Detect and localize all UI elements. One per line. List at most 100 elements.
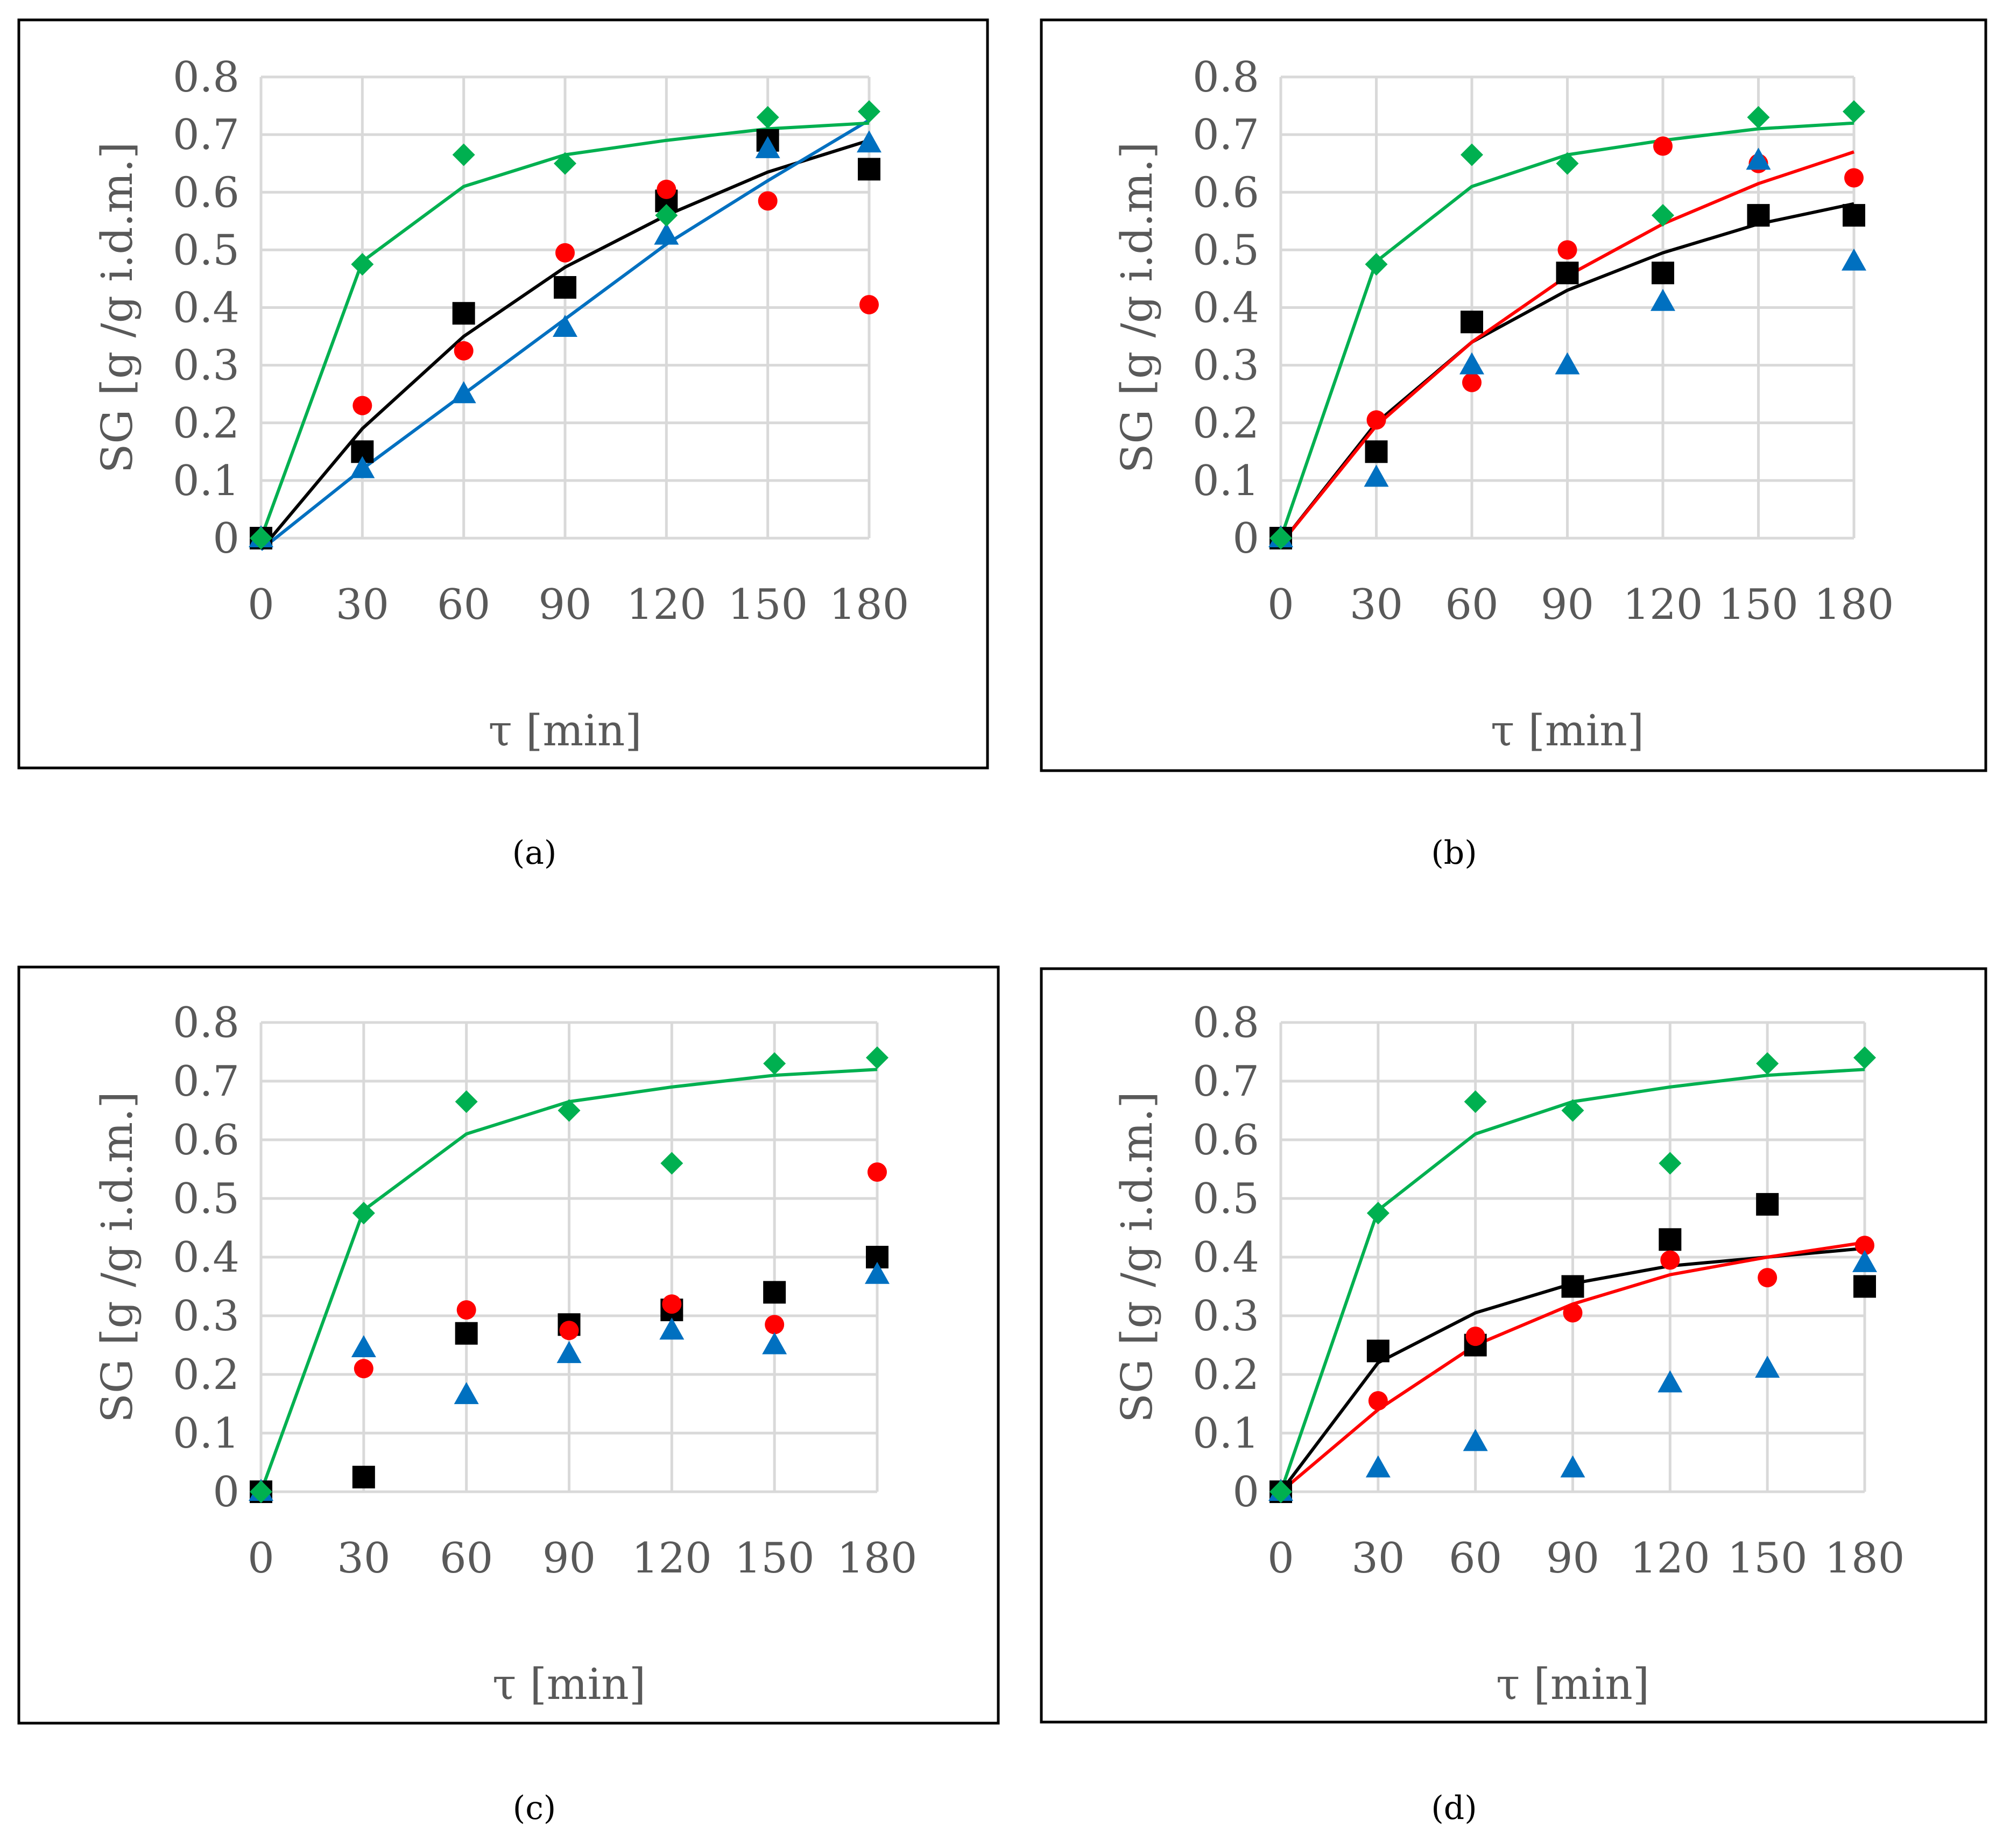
red-circle-marker: [555, 243, 575, 263]
green-diamond-marker: [1464, 1090, 1487, 1113]
x-tick-label: 0: [248, 581, 274, 629]
black-square-marker: [763, 1281, 786, 1304]
x-axis-title: τ [min]: [492, 1659, 646, 1709]
red-circle-marker: [1758, 1268, 1778, 1288]
panel-frame: [1040, 18, 1987, 772]
green-diamond-marker: [660, 1152, 683, 1175]
black-square-marker: [1756, 1193, 1779, 1216]
y-tick-label: 0.7: [1193, 111, 1259, 159]
y-tick-label: 0.1: [173, 457, 239, 505]
panel-caption: (c): [513, 1789, 556, 1827]
y-tick-label: 0: [1232, 514, 1259, 563]
y-tick-label: 0.5: [1193, 226, 1259, 274]
green-diamond-marker: [1365, 253, 1388, 276]
green-diamond-marker: [756, 105, 779, 129]
blue-triangle-marker: [762, 1332, 787, 1355]
green-diamond-marker: [1843, 100, 1865, 123]
x-tick-label: 90: [538, 581, 591, 629]
x-tick-label: 180: [1814, 581, 1894, 629]
blue-triangle-marker: [1755, 1356, 1780, 1378]
x-axis-title: τ [min]: [1496, 1659, 1649, 1709]
blue-triangle-marker: [351, 1335, 376, 1357]
black-square-marker: [1366, 1339, 1390, 1363]
blue-triangle-marker: [654, 222, 679, 245]
x-tick-label: 60: [437, 581, 490, 629]
green-diamond-marker: [250, 1480, 272, 1503]
green-diamond-marker: [1561, 1099, 1584, 1122]
black-square-marker: [1556, 262, 1579, 285]
black-square-marker: [858, 158, 880, 181]
black-square-marker: [455, 1322, 478, 1345]
green-diamond-marker: [554, 152, 576, 175]
red-circle-marker: [662, 1294, 682, 1314]
x-tick-label: 150: [1727, 1534, 1808, 1583]
blue-triangle-marker: [556, 1341, 582, 1363]
red-circle-marker: [1563, 1303, 1583, 1323]
red-circle-marker: [1557, 240, 1577, 260]
y-tick-label: 0.4: [1193, 284, 1259, 333]
chart-panel-d: 0 0.1 0.2 0.3 0.4 0.5 0.6 0.7 0.8 0 30 60 90 120 150 18…: [1040, 967, 1987, 1724]
panel-frame: [1040, 967, 1987, 1724]
y-axis-title: SG [g /g i.d.m.]: [1112, 1091, 1162, 1423]
red-circle-marker: [352, 396, 372, 415]
green-diamond-marker: [352, 1202, 375, 1225]
black-square-marker: [1853, 1275, 1876, 1298]
blue-triangle-marker: [1365, 1455, 1391, 1478]
red-circle-marker: [867, 1162, 887, 1182]
green-diamond-marker: [1461, 143, 1483, 166]
red-circle-marker: [1465, 1327, 1485, 1346]
red-circle-marker: [354, 1359, 373, 1379]
blue-triangle-marker: [1658, 1370, 1683, 1393]
y-tick-label: 0: [213, 1468, 239, 1517]
y-tick-label: 0.3: [173, 1292, 239, 1341]
red-circle-marker: [456, 1300, 476, 1320]
y-tick-label: 0.1: [1193, 1409, 1259, 1458]
blue-triangle-marker: [1364, 464, 1389, 487]
red-circle-marker: [1855, 1236, 1874, 1255]
green-diamond-marker: [866, 1046, 888, 1069]
panel-caption: (a): [512, 834, 557, 872]
y-tick-label: 0.7: [173, 111, 239, 159]
black-square-marker: [1561, 1275, 1584, 1298]
x-tick-label: 90: [1546, 1534, 1599, 1583]
x-tick-label: 150: [735, 1534, 815, 1583]
y-tick-label: 0.1: [173, 1409, 239, 1458]
blue-triangle-marker: [857, 130, 881, 153]
y-axis-title: SG [g /g i.d.m.]: [92, 1091, 142, 1423]
blue-triangle-marker: [1555, 352, 1580, 375]
chart-panel-a: 0 0.1 0.2 0.3 0.4 0.5 0.6 0.7 0.8 0 30 60 90 120 150 18…: [17, 18, 989, 770]
x-tick-label: 90: [1541, 581, 1594, 629]
green-diamond-marker: [351, 253, 374, 276]
y-axis-title: SG [g /g i.d.m.]: [92, 142, 142, 474]
green-diamond-marker: [858, 100, 880, 123]
x-tick-label: 120: [632, 1534, 712, 1583]
green-diamond-marker: [1659, 1152, 1682, 1175]
red-circle-marker: [1844, 168, 1864, 188]
chart-panel-b: 0 0.1 0.2 0.3 0.4 0.5 0.6 0.7 0.8 0 30 60 90 120 150 18…: [1040, 18, 1987, 772]
blue-triangle-marker: [1852, 1250, 1877, 1272]
y-tick-label: 0: [1232, 1468, 1259, 1517]
green-diamond-marker: [1366, 1202, 1390, 1225]
panel-frame: [17, 18, 989, 770]
y-tick-label: 0.5: [173, 226, 239, 274]
x-tick-label: 0: [248, 1534, 274, 1583]
y-tick-label: 0.5: [1193, 1175, 1259, 1223]
y-tick-label: 0.3: [173, 342, 239, 390]
y-tick-label: 0.8: [173, 53, 239, 102]
blue-triangle-marker: [1560, 1455, 1585, 1478]
blue-triangle-marker: [454, 1382, 479, 1405]
blue-triangle-marker: [1459, 352, 1484, 375]
x-tick-label: 60: [1445, 581, 1498, 629]
blue-triangle-marker: [659, 1317, 685, 1340]
black-square-marker: [1659, 1228, 1682, 1251]
y-tick-label: 0.1: [1193, 457, 1259, 505]
black-square-marker: [1365, 440, 1388, 463]
x-tick-label: 60: [1449, 1534, 1502, 1583]
red-circle-marker: [1660, 1250, 1680, 1270]
green-diamond-marker: [1747, 105, 1770, 129]
panel-caption: (b): [1431, 834, 1477, 872]
x-tick-label: 120: [1630, 1534, 1710, 1583]
blue-triangle-marker: [755, 136, 780, 158]
chart-panel-c: 0 0.1 0.2 0.3 0.4 0.5 0.6 0.7 0.8 0 30 60 90 120 150 18…: [17, 965, 1000, 1725]
x-tick-label: 150: [1718, 581, 1798, 629]
